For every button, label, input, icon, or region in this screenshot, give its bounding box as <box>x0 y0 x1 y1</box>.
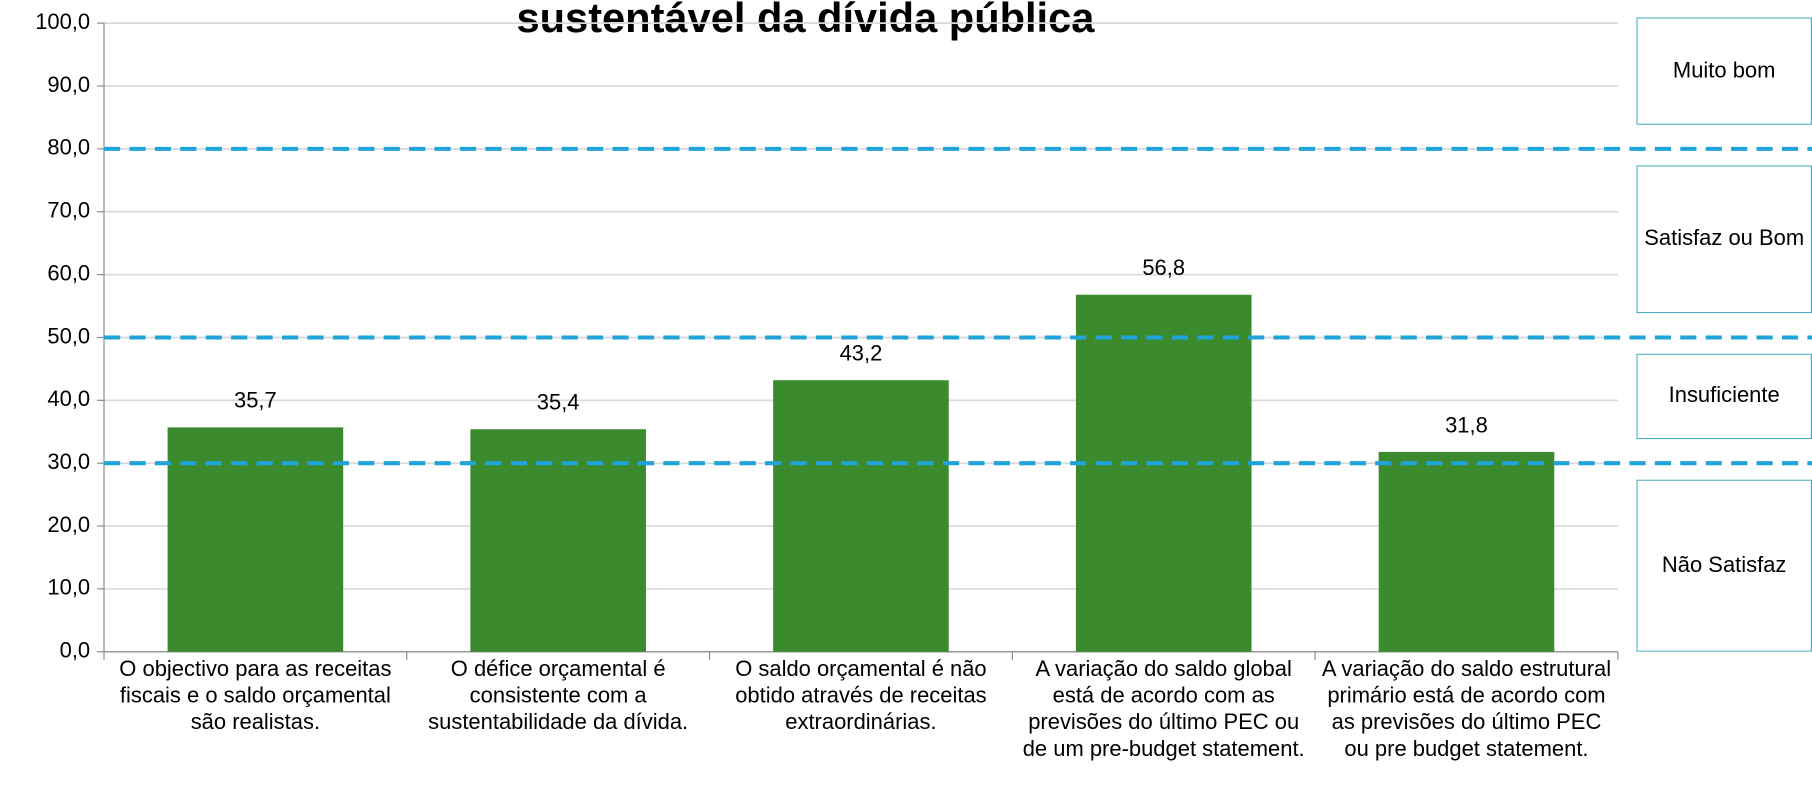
y-tick-label: 40,0 <box>47 386 90 411</box>
y-tick-label: 70,0 <box>47 198 90 223</box>
bar <box>773 380 949 652</box>
value-label: 35,4 <box>537 390 580 415</box>
x-tick-label: O objectivo para as receitas fiscais e o… <box>119 657 392 736</box>
y-tick-label: 90,0 <box>47 72 90 97</box>
value-label: 43,2 <box>840 341 883 366</box>
x-tick-label-box: A variação do saldo global está de acord… <box>1022 657 1305 762</box>
rating-box: Muito bom <box>1636 17 1812 125</box>
y-tick-label: 10,0 <box>47 575 90 600</box>
rating-box: Não Satisfaz <box>1636 479 1812 652</box>
x-tick-label-box: O saldo orçamental é não obtido através … <box>735 657 987 736</box>
y-tick-label: 20,0 <box>47 512 90 537</box>
x-tick-label-box: O défice orçamental é consistente com a … <box>428 657 689 736</box>
y-tick-label: 30,0 <box>47 449 90 474</box>
rating-label: Não Satisfaz <box>1636 479 1812 652</box>
rating-box: Satisfaz ou Bom <box>1636 165 1812 314</box>
value-label: 35,7 <box>234 388 277 413</box>
rating-label: Muito bom <box>1636 17 1812 125</box>
rating-box: Insuficiente <box>1636 353 1812 439</box>
x-tick-label-box: A variação do saldo estrutural primário … <box>1321 657 1612 762</box>
y-tick-label: 50,0 <box>47 323 90 348</box>
x-tick-label: A variação do saldo global está de acord… <box>1022 657 1305 762</box>
x-tick-label-box: O objectivo para as receitas fiscais e o… <box>119 657 392 736</box>
rating-label: Satisfaz ou Bom <box>1636 165 1812 314</box>
y-tick-label: 60,0 <box>47 260 90 285</box>
value-label: 56,8 <box>1142 255 1185 280</box>
x-tick-label: O saldo orçamental é não obtido através … <box>735 657 987 736</box>
bar <box>1378 451 1555 652</box>
x-tick-label: O défice orçamental é consistente com a … <box>428 657 689 736</box>
bar <box>1075 294 1252 652</box>
y-tick-label: 100,0 <box>35 9 90 34</box>
chart-title: sustentável da dívida pública <box>517 0 1096 41</box>
x-tick-label: A variação do saldo estrutural primário … <box>1321 657 1612 762</box>
bar <box>167 427 344 652</box>
rating-label: Insuficiente <box>1636 353 1812 439</box>
y-tick-label: 80,0 <box>47 135 90 160</box>
value-label: 31,8 <box>1445 412 1488 437</box>
bar <box>470 429 646 652</box>
y-tick-label: 0,0 <box>60 638 90 663</box>
